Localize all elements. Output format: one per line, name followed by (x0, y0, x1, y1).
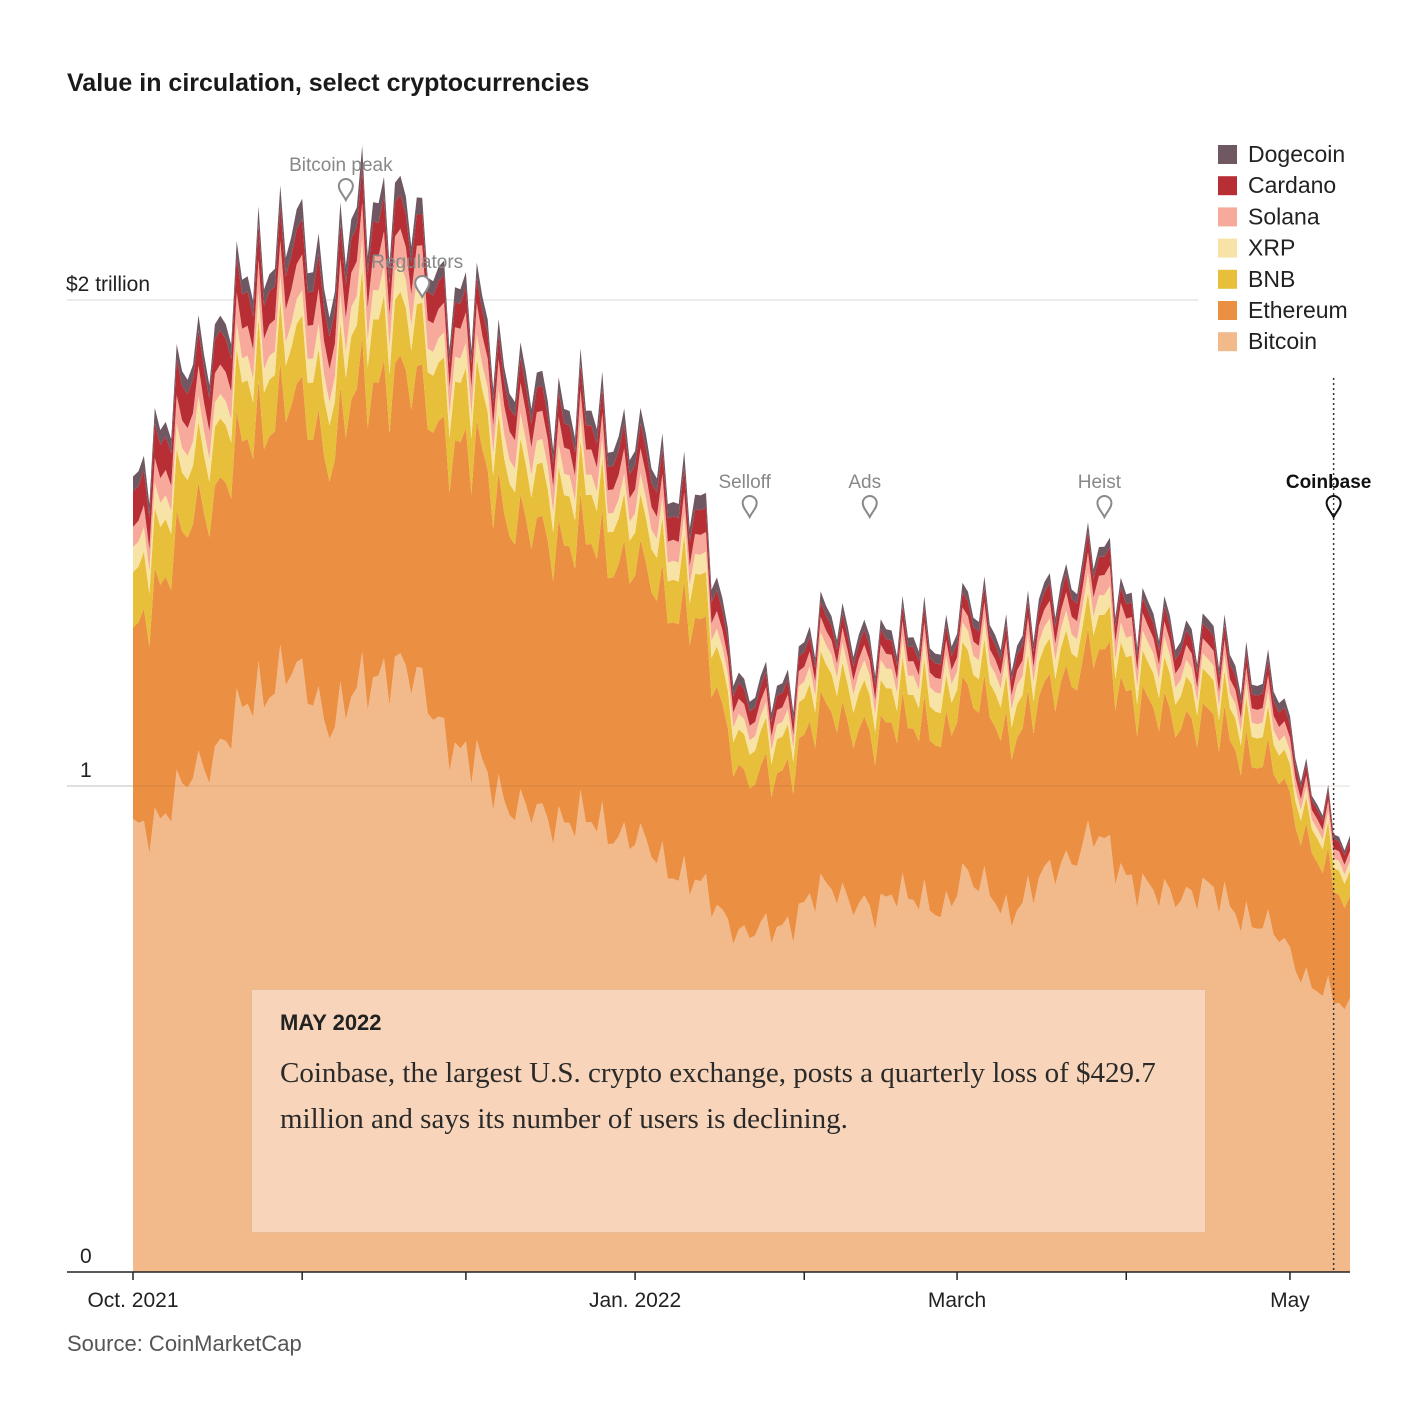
legend-swatch (1218, 207, 1237, 227)
legend-label: Solana (1248, 203, 1320, 229)
legend-swatch (1218, 145, 1237, 164)
legend-label: Ethereum (1248, 297, 1348, 323)
annotation-coinbase: Coinbase (1286, 378, 1372, 1272)
annotation-regulators: Regulators (371, 252, 463, 300)
pin-icon (741, 495, 758, 520)
annotation-label: Bitcoin peak (289, 155, 393, 176)
area-ethereum (133, 336, 1350, 1010)
legend-swatch (1218, 301, 1237, 320)
x-tick-label-212: May (1270, 1289, 1310, 1312)
x-tick-label-0: Oct. 2021 (87, 1289, 178, 1312)
pin-icon (337, 178, 354, 203)
event-annotations: Bitcoin peak Regulators Selloff Ads Heist Coi… (289, 155, 1371, 1272)
annotation-label: Coinbase (1286, 472, 1372, 493)
source-note: Source: CoinMarketCap (67, 1331, 302, 1356)
x-tick-label-151: March (928, 1289, 986, 1312)
legend-swatch (1218, 332, 1237, 352)
annotation-label: Heist (1078, 472, 1122, 493)
x-axis: Oct. 2021 Jan. 2022 March May (67, 1271, 1350, 1312)
pin-icon (414, 275, 431, 300)
legend-item-xrp: XRP (1218, 235, 1295, 261)
annotation-label: Selloff (718, 472, 771, 493)
annotation-bitcoin-peak: Bitcoin peak (289, 155, 393, 203)
legend-swatch (1218, 176, 1237, 196)
x-tick-label-92: Jan. 2022 (589, 1289, 681, 1312)
legend-item-dogecoin: Dogecoin (1218, 141, 1345, 167)
legend-item-cardano: Cardano (1218, 172, 1336, 198)
legend-label: BNB (1248, 266, 1295, 292)
legend-swatch (1218, 238, 1237, 258)
annotation-ads: Ads (848, 472, 881, 520)
y-axis: 0 1 $2 trillion (66, 273, 150, 1268)
annotation-label: Regulators (371, 252, 463, 273)
y-tick-label-0: 0 (80, 1245, 92, 1268)
legend: Dogecoin Cardano Solana XRP BNB Ethereum Bitco… (1218, 141, 1348, 354)
annotation-selloff: Selloff (718, 472, 772, 520)
legend-label: Bitcoin (1248, 328, 1317, 354)
pin-icon (861, 495, 878, 520)
annotation-heist: Heist (1078, 472, 1122, 520)
chart-title: Value in circulation, select cryptocurre… (67, 69, 589, 97)
pin-icon (1096, 495, 1113, 520)
y-tick-label-2: $2 trillion (66, 273, 150, 296)
legend-swatch (1218, 269, 1237, 289)
legend-label: Dogecoin (1248, 141, 1345, 167)
legend-item-bitcoin: Bitcoin (1218, 328, 1317, 354)
event-info-box: MAY 2022 Coinbase, the largest U.S. cryp… (251, 989, 1206, 1233)
legend-item-ethereum: Ethereum (1218, 297, 1348, 323)
y-tick-label-1: 1 (80, 759, 92, 782)
legend-label: XRP (1248, 235, 1295, 261)
info-box-text: Coinbase, the largest U.S. crypto exchan… (280, 1057, 1156, 1135)
info-box-heading: MAY 2022 (280, 1010, 382, 1035)
legend-label: Cardano (1248, 172, 1336, 198)
legend-item-bnb: BNB (1218, 266, 1295, 292)
annotation-label: Ads (848, 472, 881, 493)
legend-item-solana: Solana (1218, 203, 1320, 229)
pin-icon (1325, 495, 1342, 520)
